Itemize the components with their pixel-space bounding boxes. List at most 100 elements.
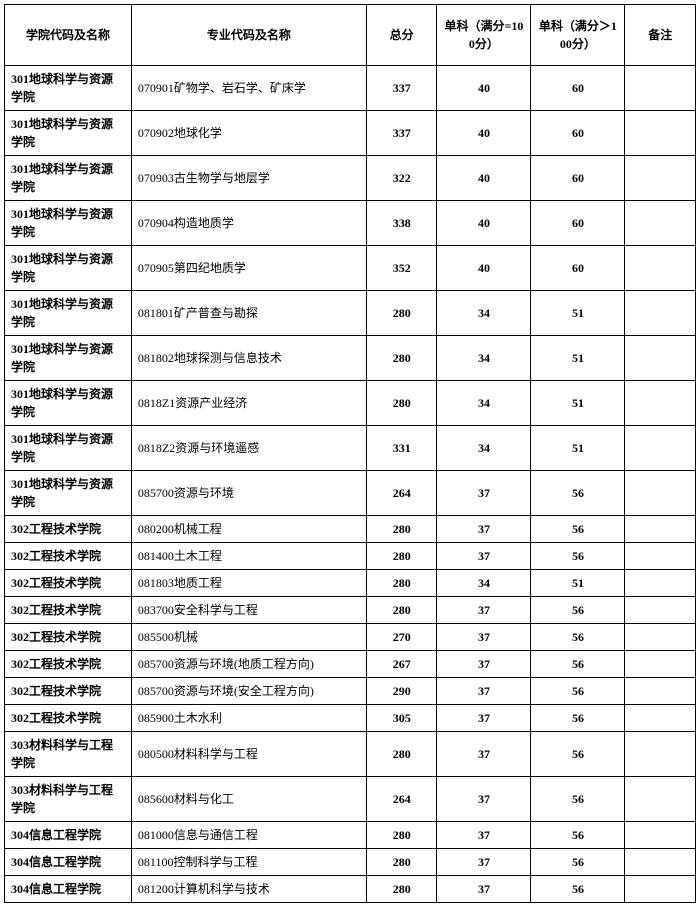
cell-school: 302工程技术学院 bbox=[5, 624, 132, 651]
cell-major: 083700安全科学与工程 bbox=[131, 597, 366, 624]
cell-school: 301地球科学与资源学院 bbox=[5, 291, 132, 336]
cell-sub100: 40 bbox=[437, 156, 531, 201]
cell-school: 302工程技术学院 bbox=[5, 543, 132, 570]
cell-total: 280 bbox=[366, 570, 437, 597]
table-row: 302工程技术学院080200机械工程2803756 bbox=[5, 516, 696, 543]
score-table: 学院代码及名称 专业代码及名称 总分 单科（满分=100分） 单科（满分＞100… bbox=[4, 4, 696, 903]
cell-sub100: 34 bbox=[437, 570, 531, 597]
cell-major: 070901矿物学、岩石学、矿床学 bbox=[131, 66, 366, 111]
cell-major: 081100控制科学与工程 bbox=[131, 849, 366, 876]
cell-subgt100: 56 bbox=[531, 732, 625, 777]
cell-remark bbox=[625, 66, 696, 111]
header-sub100: 单科（满分=100分） bbox=[437, 5, 531, 66]
cell-subgt100: 56 bbox=[531, 777, 625, 822]
header-major: 专业代码及名称 bbox=[131, 5, 366, 66]
cell-major: 070902地球化学 bbox=[131, 111, 366, 156]
cell-subgt100: 51 bbox=[531, 570, 625, 597]
cell-major: 0818Z2资源与环境遥感 bbox=[131, 426, 366, 471]
cell-remark bbox=[625, 822, 696, 849]
cell-subgt100: 56 bbox=[531, 543, 625, 570]
table-row: 302工程技术学院085700资源与环境(地质工程方向)2673756 bbox=[5, 651, 696, 678]
cell-sub100: 40 bbox=[437, 66, 531, 111]
cell-major: 081802地球探测与信息技术 bbox=[131, 336, 366, 381]
table-row: 303材料科学与工程学院085600材料与化工2643756 bbox=[5, 777, 696, 822]
cell-sub100: 40 bbox=[437, 246, 531, 291]
cell-sub100: 37 bbox=[437, 543, 531, 570]
cell-school: 302工程技术学院 bbox=[5, 597, 132, 624]
cell-major: 081200计算机科学与技术 bbox=[131, 876, 366, 903]
cell-subgt100: 60 bbox=[531, 156, 625, 201]
table-header: 学院代码及名称 专业代码及名称 总分 单科（满分=100分） 单科（满分＞100… bbox=[5, 5, 696, 66]
cell-total: 280 bbox=[366, 543, 437, 570]
cell-subgt100: 60 bbox=[531, 66, 625, 111]
cell-subgt100: 51 bbox=[531, 381, 625, 426]
cell-total: 264 bbox=[366, 777, 437, 822]
cell-major: 070905第四纪地质学 bbox=[131, 246, 366, 291]
cell-remark bbox=[625, 777, 696, 822]
table-row: 301地球科学与资源学院070902地球化学3374060 bbox=[5, 111, 696, 156]
cell-school: 302工程技术学院 bbox=[5, 570, 132, 597]
cell-school: 302工程技术学院 bbox=[5, 651, 132, 678]
header-total: 总分 bbox=[366, 5, 437, 66]
cell-school: 301地球科学与资源学院 bbox=[5, 111, 132, 156]
cell-total: 305 bbox=[366, 705, 437, 732]
cell-sub100: 40 bbox=[437, 201, 531, 246]
cell-total: 270 bbox=[366, 624, 437, 651]
cell-sub100: 37 bbox=[437, 471, 531, 516]
cell-subgt100: 60 bbox=[531, 246, 625, 291]
table-row: 302工程技术学院081803地质工程2803451 bbox=[5, 570, 696, 597]
cell-sub100: 40 bbox=[437, 111, 531, 156]
cell-school: 304信息工程学院 bbox=[5, 822, 132, 849]
cell-sub100: 37 bbox=[437, 678, 531, 705]
cell-total: 280 bbox=[366, 597, 437, 624]
cell-remark bbox=[625, 597, 696, 624]
cell-remark bbox=[625, 201, 696, 246]
cell-major: 070903古生物学与地层学 bbox=[131, 156, 366, 201]
cell-remark bbox=[625, 246, 696, 291]
cell-subgt100: 60 bbox=[531, 111, 625, 156]
cell-sub100: 37 bbox=[437, 849, 531, 876]
cell-school: 301地球科学与资源学院 bbox=[5, 246, 132, 291]
cell-school: 301地球科学与资源学院 bbox=[5, 156, 132, 201]
cell-school: 302工程技术学院 bbox=[5, 705, 132, 732]
cell-sub100: 34 bbox=[437, 291, 531, 336]
cell-subgt100: 56 bbox=[531, 876, 625, 903]
cell-sub100: 37 bbox=[437, 651, 531, 678]
cell-sub100: 34 bbox=[437, 336, 531, 381]
table-row: 301地球科学与资源学院070905第四纪地质学3524060 bbox=[5, 246, 696, 291]
cell-subgt100: 56 bbox=[531, 849, 625, 876]
cell-remark bbox=[625, 543, 696, 570]
table-row: 304信息工程学院081000信息与通信工程2803756 bbox=[5, 822, 696, 849]
cell-sub100: 37 bbox=[437, 597, 531, 624]
cell-major: 080500材料科学与工程 bbox=[131, 732, 366, 777]
table-row: 301地球科学与资源学院081802地球探测与信息技术2803451 bbox=[5, 336, 696, 381]
cell-remark bbox=[625, 624, 696, 651]
cell-sub100: 34 bbox=[437, 381, 531, 426]
table-body: 301地球科学与资源学院070901矿物学、岩石学、矿床学3374060301地… bbox=[5, 66, 696, 903]
cell-total: 280 bbox=[366, 381, 437, 426]
cell-subgt100: 60 bbox=[531, 201, 625, 246]
cell-remark bbox=[625, 732, 696, 777]
cell-remark bbox=[625, 516, 696, 543]
table-row: 302工程技术学院081400土木工程2803756 bbox=[5, 543, 696, 570]
table-row: 302工程技术学院085700资源与环境(安全工程方向)2903756 bbox=[5, 678, 696, 705]
cell-major: 081000信息与通信工程 bbox=[131, 822, 366, 849]
cell-total: 280 bbox=[366, 849, 437, 876]
cell-major: 081801矿产普查与勘探 bbox=[131, 291, 366, 336]
cell-subgt100: 56 bbox=[531, 822, 625, 849]
cell-major: 085900土木水利 bbox=[131, 705, 366, 732]
cell-subgt100: 56 bbox=[531, 651, 625, 678]
cell-school: 301地球科学与资源学院 bbox=[5, 381, 132, 426]
table-row: 303材料科学与工程学院080500材料科学与工程2803756 bbox=[5, 732, 696, 777]
cell-total: 264 bbox=[366, 471, 437, 516]
cell-sub100: 34 bbox=[437, 426, 531, 471]
cell-school: 301地球科学与资源学院 bbox=[5, 201, 132, 246]
cell-remark bbox=[625, 471, 696, 516]
cell-remark bbox=[625, 426, 696, 471]
cell-subgt100: 56 bbox=[531, 597, 625, 624]
cell-total: 280 bbox=[366, 291, 437, 336]
cell-total: 331 bbox=[366, 426, 437, 471]
table-row: 302工程技术学院083700安全科学与工程2803756 bbox=[5, 597, 696, 624]
cell-total: 280 bbox=[366, 732, 437, 777]
cell-total: 337 bbox=[366, 111, 437, 156]
